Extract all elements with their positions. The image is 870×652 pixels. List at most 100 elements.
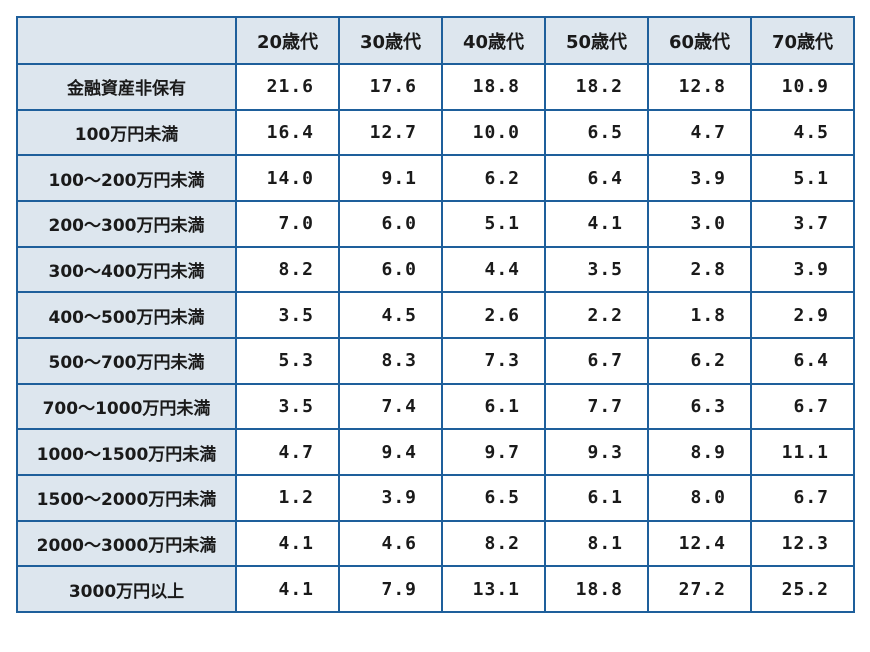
header-row: 20歳代 30歳代 40歳代 50歳代 60歳代 70歳代	[16, 16, 855, 65]
value-cell: 6.2	[441, 154, 546, 202]
value-cell: 7.7	[544, 382, 649, 431]
value-cell: 8.1	[544, 519, 649, 568]
value-cell: 6.1	[441, 382, 546, 431]
table-row: 500〜700万円未満 5.3 8.3 7.3 6.7 6.2 6.4	[16, 336, 855, 385]
value-cell: 6.7	[750, 382, 855, 431]
value-cell: 3.0	[647, 199, 752, 248]
value-cell: 1.8	[647, 291, 752, 339]
value-cell: 2.6	[441, 291, 546, 339]
row-label: 1500〜2000万円未満	[16, 473, 237, 522]
table-row: 400〜500万円未満 3.5 4.5 2.6 2.2 1.8 2.9	[16, 291, 855, 339]
value-cell: 9.3	[544, 428, 649, 476]
value-cell: 6.3	[647, 382, 752, 431]
value-cell: 12.3	[750, 519, 855, 568]
value-cell: 4.1	[235, 519, 340, 568]
value-cell: 11.1	[750, 428, 855, 476]
value-cell: 8.2	[441, 519, 546, 568]
value-cell: 16.4	[235, 108, 340, 157]
value-cell: 21.6	[235, 63, 340, 111]
value-cell: 4.1	[544, 199, 649, 248]
value-cell: 6.5	[544, 108, 649, 157]
table-row: 100万円未満 16.4 12.7 10.0 6.5 4.7 4.5	[16, 108, 855, 157]
row-label: 300〜400万円未満	[16, 245, 237, 294]
value-cell: 2.9	[750, 291, 855, 339]
corner-cell	[16, 16, 237, 65]
value-cell: 4.4	[441, 245, 546, 294]
value-cell: 4.7	[647, 108, 752, 157]
row-label: 500〜700万円未満	[16, 336, 237, 385]
value-cell: 7.4	[338, 382, 443, 431]
value-cell: 3.9	[750, 245, 855, 294]
header-20s: 20歳代	[235, 16, 340, 65]
value-cell: 10.0	[441, 108, 546, 157]
asset-table-container: 20歳代 30歳代 40歳代 50歳代 60歳代 70歳代 金融資産非保有 21.…	[16, 16, 855, 613]
value-cell: 6.4	[544, 154, 649, 202]
value-cell: 12.8	[647, 63, 752, 111]
row-label: 700〜1000万円未満	[16, 382, 237, 431]
value-cell: 6.4	[750, 336, 855, 385]
value-cell: 6.7	[750, 473, 855, 522]
value-cell: 27.2	[647, 565, 752, 613]
value-cell: 4.5	[338, 291, 443, 339]
value-cell: 4.7	[235, 428, 340, 476]
table-row: 200〜300万円未満 7.0 6.0 5.1 4.1 3.0 3.7	[16, 199, 855, 248]
value-cell: 2.2	[544, 291, 649, 339]
header-70s: 70歳代	[750, 16, 855, 65]
table-row: 700〜1000万円未満 3.5 7.4 6.1 7.7 6.3 6.7	[16, 382, 855, 431]
value-cell: 1.2	[235, 473, 340, 522]
value-cell: 8.9	[647, 428, 752, 476]
value-cell: 3.9	[338, 473, 443, 522]
value-cell: 4.1	[235, 565, 340, 613]
table-body: 金融資産非保有 21.6 17.6 18.8 18.2 12.8 10.9 100万円未満 16…	[16, 63, 855, 613]
value-cell: 8.3	[338, 336, 443, 385]
value-cell: 12.7	[338, 108, 443, 157]
value-cell: 10.9	[750, 63, 855, 111]
row-label: 1000〜1500万円未満	[16, 428, 237, 476]
header-60s: 60歳代	[647, 16, 752, 65]
row-label: 3000万円以上	[16, 565, 237, 613]
row-label: 金融資産非保有	[16, 63, 237, 111]
row-label: 100〜200万円未満	[16, 154, 237, 202]
table-row: 100〜200万円未満 14.0 9.1 6.2 6.4 3.9 5.1	[16, 154, 855, 202]
row-label: 100万円未満	[16, 108, 237, 157]
value-cell: 9.1	[338, 154, 443, 202]
value-cell: 6.5	[441, 473, 546, 522]
value-cell: 18.2	[544, 63, 649, 111]
value-cell: 13.1	[441, 565, 546, 613]
value-cell: 3.5	[235, 291, 340, 339]
value-cell: 8.0	[647, 473, 752, 522]
value-cell: 6.1	[544, 473, 649, 522]
value-cell: 3.5	[544, 245, 649, 294]
value-cell: 9.7	[441, 428, 546, 476]
financial-assets-by-age-table: 20歳代 30歳代 40歳代 50歳代 60歳代 70歳代 金融資産非保有 21.…	[16, 16, 855, 613]
table-row: 1500〜2000万円未満 1.2 3.9 6.5 6.1 8.0 6.7	[16, 473, 855, 522]
value-cell: 8.2	[235, 245, 340, 294]
value-cell: 5.1	[750, 154, 855, 202]
value-cell: 5.3	[235, 336, 340, 385]
value-cell: 14.0	[235, 154, 340, 202]
value-cell: 6.0	[338, 199, 443, 248]
value-cell: 4.5	[750, 108, 855, 157]
value-cell: 3.7	[750, 199, 855, 248]
value-cell: 2.8	[647, 245, 752, 294]
value-cell: 7.3	[441, 336, 546, 385]
value-cell: 5.1	[441, 199, 546, 248]
value-cell: 25.2	[750, 565, 855, 613]
header-40s: 40歳代	[441, 16, 546, 65]
table-row: 金融資産非保有 21.6 17.6 18.8 18.2 12.8 10.9	[16, 63, 855, 111]
value-cell: 18.8	[441, 63, 546, 111]
header-30s: 30歳代	[338, 16, 443, 65]
value-cell: 17.6	[338, 63, 443, 111]
table-row: 300〜400万円未満 8.2 6.0 4.4 3.5 2.8 3.9	[16, 245, 855, 294]
value-cell: 3.5	[235, 382, 340, 431]
row-label: 2000〜3000万円未満	[16, 519, 237, 568]
value-cell: 6.2	[647, 336, 752, 385]
row-label: 200〜300万円未満	[16, 199, 237, 248]
value-cell: 3.9	[647, 154, 752, 202]
value-cell: 6.7	[544, 336, 649, 385]
value-cell: 12.4	[647, 519, 752, 568]
value-cell: 7.0	[235, 199, 340, 248]
value-cell: 6.0	[338, 245, 443, 294]
table-row: 3000万円以上 4.1 7.9 13.1 18.8 27.2 25.2	[16, 565, 855, 613]
row-label: 400〜500万円未満	[16, 291, 237, 339]
